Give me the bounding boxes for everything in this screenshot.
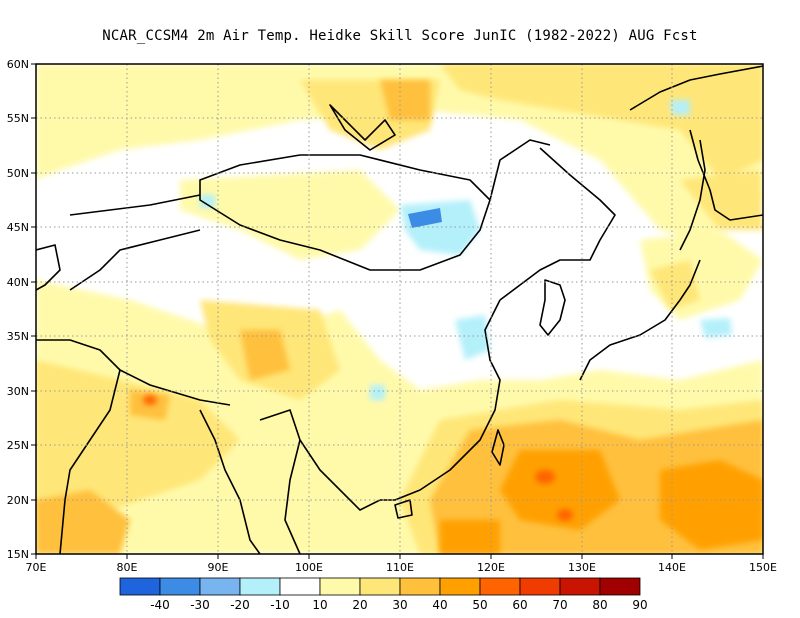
lat-tick-label: 15N [7,548,29,561]
colorbar-swatch [559,577,601,596]
colorbar-swatch [279,577,321,596]
lon-tick-label: 150E [749,561,777,574]
score-field [36,64,763,554]
lon-tick-label: 130E [568,561,596,574]
colorbar-label: 60 [512,598,527,612]
colorbar-label: -20 [230,598,250,612]
lat-tick-label: 40N [7,276,29,289]
colorbar-label: 90 [632,598,647,612]
lon-tick-label: 90E [208,561,229,574]
lat-tick-label: 30N [7,385,29,398]
colorbar-swatch [159,577,201,596]
lat-tick-label: 35N [7,330,29,343]
lat-tick-label: 60N [7,58,29,71]
colorbar-label: -10 [270,598,290,612]
colorbar-label: 10 [312,598,327,612]
colorbar-swatch [519,577,561,596]
lat-tick-label: 20N [7,494,29,507]
coastlines [36,65,763,554]
lon-tick-label: 110E [386,561,414,574]
colorbar: -40 -30 -20 -10 10 20 30 40 50 60 70 80 90 [119,577,648,612]
lat-tick-label: 45N [7,221,29,234]
lat-tick-label: 25N [7,439,29,452]
colorbar-label: 70 [552,598,567,612]
lon-tick-label: 70E [26,561,47,574]
colorbar-swatch [399,577,441,596]
lat-tick-label: 55N [7,112,29,125]
colorbar-label: -30 [190,598,210,612]
colorbar-label: 30 [392,598,407,612]
colorbar-label: 50 [472,598,487,612]
lat-tick-label: 50N [7,167,29,180]
colorbar-swatch [479,577,521,596]
colorbar-label: 80 [592,598,607,612]
lon-tick-label: 100E [295,561,323,574]
colorbar-swatch [119,577,161,596]
colorbar-swatch [319,577,361,596]
colorbar-label: -40 [150,598,170,612]
graticule [36,64,763,554]
colorbar-swatch [359,577,401,596]
lon-tick-label: 80E [117,561,138,574]
colorbar-label: 40 [432,598,447,612]
lon-tick-label: 140E [658,561,686,574]
lon-tick-label: 120E [477,561,505,574]
colorbar-label: 20 [352,598,367,612]
colorbar-swatch [599,577,641,596]
colorbar-swatch [239,577,281,596]
map-title: NCAR_CCSM4 2m Air Temp. Heidke Skill Sco… [102,28,698,44]
colorbar-swatch [439,577,481,596]
colorbar-swatch [199,577,241,596]
